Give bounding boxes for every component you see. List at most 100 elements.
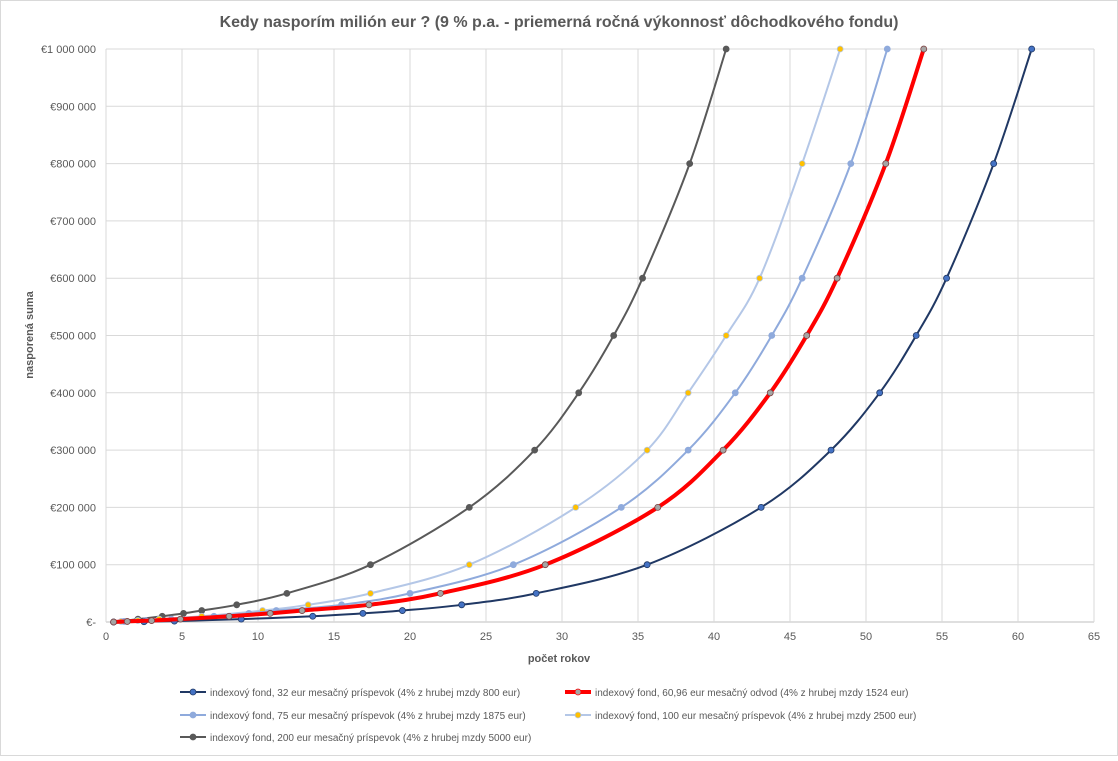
data-point bbox=[180, 610, 187, 617]
data-point bbox=[148, 617, 156, 624]
y-tick-label: €1 000 000 bbox=[41, 44, 96, 56]
legend-marker bbox=[574, 688, 582, 696]
data-point bbox=[398, 607, 406, 614]
data-point bbox=[283, 589, 291, 597]
data-point bbox=[225, 612, 233, 620]
series-5 bbox=[110, 45, 730, 626]
data-point bbox=[572, 503, 580, 511]
y-tick-label: €600 000 bbox=[50, 273, 96, 285]
data-point bbox=[883, 45, 891, 53]
data-point bbox=[198, 607, 206, 614]
data-point bbox=[541, 561, 549, 569]
legend-marker bbox=[189, 711, 197, 719]
x-tick-label: 0 bbox=[103, 631, 109, 643]
y-tick-label: €200 000 bbox=[50, 502, 96, 514]
x-tick-label: 25 bbox=[480, 631, 492, 643]
legend-label: indexový fond, 75 eur mesačný príspevok … bbox=[210, 711, 526, 722]
data-point bbox=[722, 45, 730, 53]
data-point bbox=[686, 160, 694, 168]
data-point bbox=[990, 160, 998, 168]
data-point bbox=[233, 601, 241, 609]
data-point bbox=[610, 332, 618, 339]
data-point bbox=[177, 615, 184, 623]
x-tick-label: 20 bbox=[404, 631, 416, 643]
legend-item: indexový fond, 75 eur mesačný príspevok … bbox=[180, 711, 526, 722]
data-point bbox=[943, 274, 950, 282]
data-point bbox=[876, 389, 884, 397]
data-point bbox=[365, 601, 373, 609]
data-point bbox=[643, 446, 651, 454]
x-tick-label: 55 bbox=[936, 631, 948, 643]
data-point bbox=[654, 503, 662, 511]
data-point bbox=[359, 610, 367, 617]
y-tick-label: €700 000 bbox=[50, 216, 96, 228]
x-tick-label: 40 bbox=[708, 631, 720, 643]
data-point bbox=[827, 446, 835, 454]
x-tick-label: 15 bbox=[328, 631, 340, 643]
y-tick-label: €- bbox=[86, 617, 96, 629]
data-point bbox=[575, 389, 583, 397]
data-point bbox=[1028, 45, 1036, 53]
chart-title: Kedy nasporím milión eur ? (9 % p.a. - p… bbox=[220, 14, 899, 31]
data-point bbox=[882, 160, 890, 168]
y-axis-label: nasporená suma bbox=[24, 290, 36, 378]
y-tick-label: €800 000 bbox=[50, 159, 96, 171]
data-point bbox=[756, 274, 763, 282]
data-point bbox=[123, 618, 131, 625]
data-point bbox=[684, 389, 692, 397]
legend: indexový fond, 32 eur mesačný príspevok … bbox=[180, 688, 916, 744]
x-tick-label: 65 bbox=[1088, 631, 1100, 643]
data-point bbox=[110, 618, 117, 626]
data-point bbox=[833, 274, 841, 282]
series-2 bbox=[110, 45, 928, 626]
grid bbox=[105, 48, 1095, 623]
y-tick-label: €500 000 bbox=[50, 331, 96, 343]
x-tick-label: 35 bbox=[632, 631, 644, 643]
data-point bbox=[847, 160, 855, 168]
data-point bbox=[643, 561, 651, 569]
data-point bbox=[798, 160, 806, 168]
data-point bbox=[722, 332, 730, 339]
x-tick-label: 50 bbox=[860, 631, 872, 643]
data-point bbox=[757, 503, 765, 511]
data-point bbox=[617, 503, 625, 511]
legend-label: indexový fond, 60,96 eur mesačný odvod (… bbox=[595, 688, 909, 699]
x-tick-label: 10 bbox=[252, 631, 264, 643]
x-tick-label: 5 bbox=[179, 631, 185, 643]
legend-item: indexový fond, 60,96 eur mesačný odvod (… bbox=[565, 688, 909, 699]
data-point bbox=[367, 589, 374, 597]
data-point bbox=[465, 503, 473, 511]
legend-item: indexový fond, 200 eur mesačný príspevok… bbox=[180, 733, 531, 744]
data-point bbox=[465, 561, 473, 569]
data-point bbox=[836, 45, 844, 53]
legend-marker bbox=[189, 733, 197, 741]
y-tick-label: €400 000 bbox=[50, 388, 96, 400]
data-point bbox=[266, 610, 274, 617]
x-tick-label: 30 bbox=[556, 631, 568, 643]
legend-marker bbox=[574, 711, 582, 719]
y-tick-label: €300 000 bbox=[50, 445, 96, 457]
legend-item: indexový fond, 32 eur mesačný príspevok … bbox=[180, 688, 520, 699]
data-point bbox=[298, 607, 306, 614]
y-tick-label: €900 000 bbox=[50, 101, 96, 113]
axes: €- €100 000 €200 000 €300 000 €400 000 €500 0… bbox=[41, 44, 1100, 643]
data-point bbox=[798, 274, 806, 282]
data-point bbox=[684, 446, 692, 454]
legend-label: indexový fond, 200 eur mesačný príspevok… bbox=[210, 733, 531, 744]
data-point bbox=[458, 601, 466, 609]
legend-item: indexový fond, 100 eur mesačný príspevok… bbox=[565, 711, 916, 722]
data-point bbox=[309, 612, 317, 620]
legend-label: indexový fond, 100 eur mesačný príspevok… bbox=[595, 711, 916, 722]
data-point bbox=[766, 389, 774, 397]
data-point bbox=[406, 589, 414, 597]
plot-area bbox=[110, 45, 1036, 626]
data-point bbox=[719, 446, 727, 454]
y-tick-label: €100 000 bbox=[50, 560, 96, 572]
legend-marker bbox=[189, 688, 197, 696]
data-point bbox=[367, 561, 374, 569]
data-point bbox=[509, 561, 517, 569]
x-axis-label: počet rokov bbox=[528, 653, 591, 665]
data-point bbox=[912, 332, 920, 339]
data-point bbox=[531, 446, 539, 454]
